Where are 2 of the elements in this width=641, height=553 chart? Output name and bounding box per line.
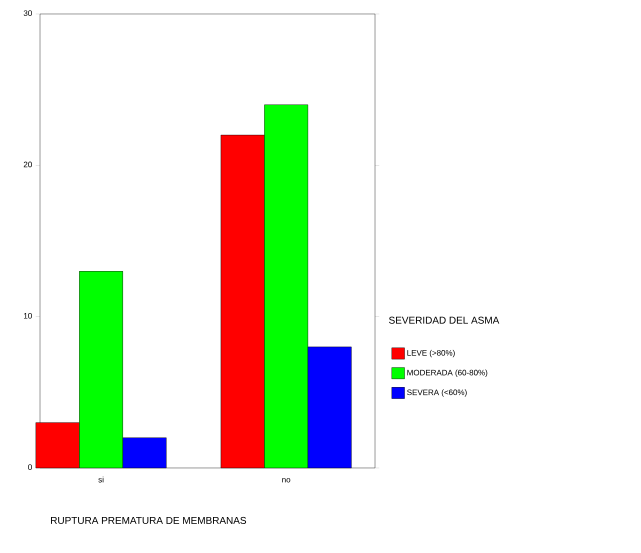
legend-title: SEVERIDAD DEL ASMA	[389, 316, 500, 324]
x-axis-title: RUPTURA PREMATURA DE MEMBRANAS	[51, 516, 246, 524]
